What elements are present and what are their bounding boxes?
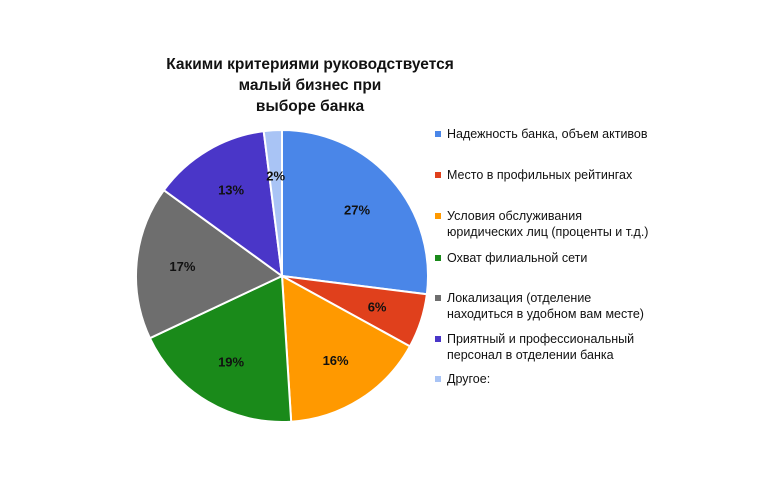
slice-label-5: 17% bbox=[169, 259, 195, 274]
legend-label-line: персонал в отделении банка bbox=[447, 348, 614, 362]
legend-label-line: Условия обслуживания bbox=[447, 209, 582, 223]
legend-label-line: находиться в удобном вам месте) bbox=[447, 307, 644, 321]
pie-slice-5 bbox=[135, 188, 284, 340]
chart-title: Какими критериями руководствуется малый … bbox=[150, 54, 470, 117]
pie-slice-4 bbox=[148, 274, 293, 423]
legend-label-line: Приятный и профессиональный bbox=[447, 332, 635, 346]
legend-label-5: Локализация (отделение находиться в удобн… bbox=[447, 290, 644, 322]
legend-label-4: Охват филиальной сети bbox=[447, 250, 587, 266]
legend-item-3: Условия обслуживания юридических лиц (про… bbox=[435, 208, 648, 240]
legend-item-1: Надежность банка, объем активов bbox=[435, 126, 648, 142]
legend-item-5: Локализация (отделение находиться в удобн… bbox=[435, 290, 644, 322]
pie-slice-1 bbox=[281, 128, 429, 296]
legend-swatch-3 bbox=[435, 213, 441, 219]
slice-label-6: 13% bbox=[218, 182, 244, 197]
legend-label-line: Место в профильных рейтингах bbox=[447, 168, 633, 182]
chart-title-line-2: выборе банка bbox=[255, 98, 365, 115]
legend-swatch-7 bbox=[435, 376, 441, 382]
legend-swatch-6 bbox=[435, 336, 441, 342]
legend-swatch-1 bbox=[435, 131, 441, 137]
legend-item-4: Охват филиальной сети bbox=[435, 250, 587, 266]
slice-label-4: 19% bbox=[218, 355, 244, 370]
legend-swatch-5 bbox=[435, 295, 441, 301]
legend-label-line: Охват филиальной сети bbox=[447, 251, 588, 265]
pie-slice-3 bbox=[280, 274, 412, 423]
legend-label-line: Локализация (отделение bbox=[447, 291, 592, 305]
legend-label-7: Другое: bbox=[447, 371, 490, 387]
legend-swatch-4 bbox=[435, 255, 441, 261]
legend-label-line: Другое: bbox=[447, 372, 491, 386]
legend-item-6: Приятный и профессиональный персонал в от… bbox=[435, 331, 634, 363]
pie-slice-7 bbox=[262, 128, 283, 277]
slice-label-7: 2% bbox=[266, 169, 285, 184]
legend-label-1: Надежность банка, объем активов bbox=[447, 126, 648, 142]
legend-label-line: юридических лиц (проценты и т.д.) bbox=[447, 225, 649, 239]
chart-title-line-1: Какими критериями руководствуется малый … bbox=[166, 56, 454, 94]
legend-item-2: Место в профильных рейтингах bbox=[435, 167, 632, 183]
pie-slice-6 bbox=[162, 130, 284, 279]
legend-label-6: Приятный и профессиональный персонал в от… bbox=[447, 331, 634, 363]
legend-label-3: Условия обслуживания юридических лиц (про… bbox=[447, 208, 648, 240]
legend-label-2: Место в профильных рейтингах bbox=[447, 167, 632, 183]
slice-label-3: 16% bbox=[323, 353, 349, 368]
legend-swatch-2 bbox=[435, 172, 441, 178]
slice-label-1: 27% bbox=[344, 202, 370, 217]
legend-item-7: Другое: bbox=[435, 371, 490, 387]
legend-label-line: Надежность банка, объем активов bbox=[447, 127, 648, 141]
slice-label-2: 6% bbox=[368, 299, 387, 314]
